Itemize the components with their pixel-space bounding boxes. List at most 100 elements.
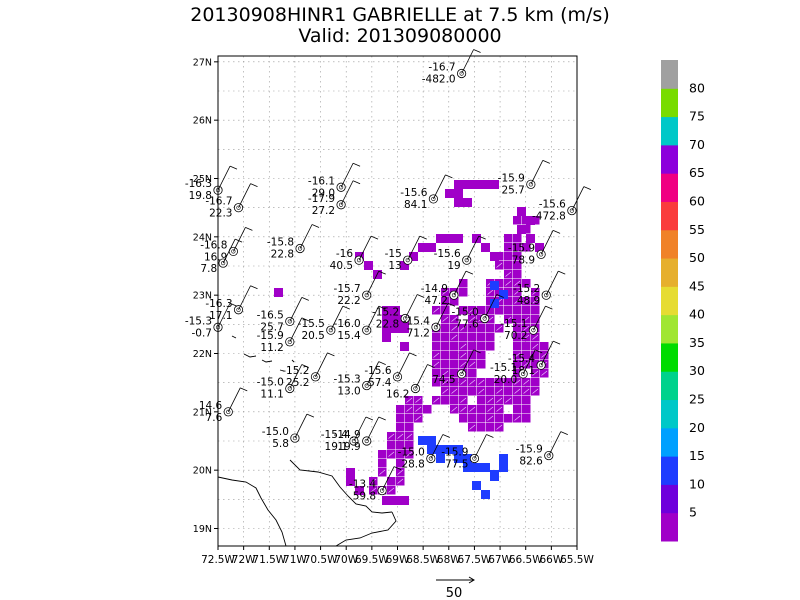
echo-vector: [505, 271, 512, 277]
station-value: 20.5: [301, 330, 324, 342]
echo-cell: [477, 351, 486, 360]
echo-cell: [495, 279, 504, 288]
station-marker-inner: [292, 435, 298, 441]
echo-cell: [504, 306, 513, 315]
station-marker-inner: [338, 202, 344, 207]
echo-cell: [355, 486, 364, 495]
station-marker-inner: [297, 246, 303, 251]
wind-barb-flag: [583, 186, 592, 190]
echo-cell: [427, 243, 436, 252]
station-temperature: -15.4: [508, 353, 535, 365]
echo-cell: [450, 351, 459, 360]
wind-barb: [530, 160, 544, 185]
echo-cell: [477, 396, 486, 405]
station-temperature: -16.5: [257, 309, 284, 321]
echo-vector: [397, 433, 404, 439]
wind-barb-flag: [342, 305, 350, 310]
echo-vector: [433, 361, 440, 367]
echo-vector: [505, 280, 512, 286]
lon-tick-label: 65.5W: [560, 554, 594, 566]
echo-cell: [513, 261, 522, 270]
echo-cell-strong: [472, 463, 481, 472]
wind-barb: [453, 270, 467, 296]
echo-cell: [378, 450, 387, 459]
station-marker-inner: [472, 456, 477, 461]
wind-barb: [407, 235, 421, 261]
station-marker-inner: [395, 374, 400, 379]
echo-cell: [477, 306, 486, 315]
echo-vector: [442, 316, 449, 322]
echo-cell: [486, 333, 495, 342]
echo-cell: [513, 315, 522, 324]
echo-vector: [433, 307, 440, 313]
station-temperature: -15.0: [257, 377, 284, 389]
station-temperature: -15.3: [185, 315, 212, 327]
echo-cell: [513, 360, 522, 369]
wind-barb-flag: [447, 302, 456, 307]
station-marker: [457, 68, 467, 79]
echo-cell: [450, 378, 459, 387]
station-temperature: -16.8: [200, 239, 227, 251]
echo-vector: [523, 298, 530, 304]
station-value: 71.2: [407, 327, 430, 339]
echo-cell: [531, 351, 540, 360]
echo-cell-strong: [481, 490, 490, 499]
wind-barb-flag: [445, 174, 453, 179]
echo-cell: [450, 396, 459, 405]
echo-cell-strong: [499, 454, 508, 463]
echo-vector: [514, 289, 521, 295]
colorbar-label: 75: [689, 109, 705, 124]
echo-cell: [540, 342, 549, 351]
station-marker-inner: [538, 363, 544, 368]
station-value: 25.7: [501, 184, 524, 196]
echo-cell: [454, 189, 463, 198]
echo-cell: [400, 496, 409, 505]
echo-vector: [496, 325, 503, 331]
echo-vector: [487, 415, 494, 421]
echo-vector: [487, 397, 494, 403]
echo-cell: [495, 306, 504, 315]
echo-cell: [459, 306, 468, 315]
echo-cell: [459, 333, 468, 342]
wind-barb: [299, 224, 313, 249]
station-marker-inner: [287, 386, 292, 391]
echo-cell: [364, 261, 373, 270]
station-temperature: -15.3: [334, 374, 361, 386]
station-observation: 7.8: [200, 238, 243, 275]
colorbar-label: 80: [689, 80, 705, 95]
echo-vector: [442, 388, 449, 394]
echo-vector: [451, 388, 458, 394]
colorbar-segment: [661, 484, 678, 514]
echo-cell: [477, 423, 486, 432]
echo-vector: [523, 361, 530, 367]
echo-cell: [477, 360, 486, 369]
echo-cell: [513, 396, 522, 405]
colorbar-segment: [661, 512, 678, 542]
echo-cell: [432, 342, 441, 351]
station-marker-inner: [364, 328, 369, 333]
echo-cell-strong: [427, 436, 436, 445]
colorbar-label: 55: [689, 222, 705, 237]
echo-cell: [477, 324, 486, 333]
station-marker-inner: [531, 328, 536, 333]
echo-cell-strong: [445, 445, 454, 454]
echo-cell: [477, 342, 486, 351]
station-observation: -13.459.8: [349, 466, 402, 503]
colorbar-label: 35: [689, 335, 705, 350]
colorbar-label: 15: [689, 448, 705, 463]
echo-cell: [445, 189, 454, 198]
station-value: 47.2: [425, 295, 448, 307]
wind-barb-flag: [301, 364, 309, 368]
echo-cell: [454, 234, 463, 243]
echo-vector: [460, 352, 467, 358]
wind-barb: [217, 165, 231, 191]
station-marker-inner: [459, 371, 464, 377]
echo-cell-strong: [499, 290, 508, 299]
wind-barb-flag: [327, 352, 335, 357]
wind-barb-flag: [393, 466, 402, 470]
echo-cell-strong: [454, 445, 463, 454]
wind-barb: [466, 235, 480, 261]
station-observations: -16.7-482.0-16.319.8-16.722.3-16.129.0-1…: [185, 49, 592, 503]
echo-vector: [415, 406, 422, 412]
echo-cell: [382, 333, 391, 342]
